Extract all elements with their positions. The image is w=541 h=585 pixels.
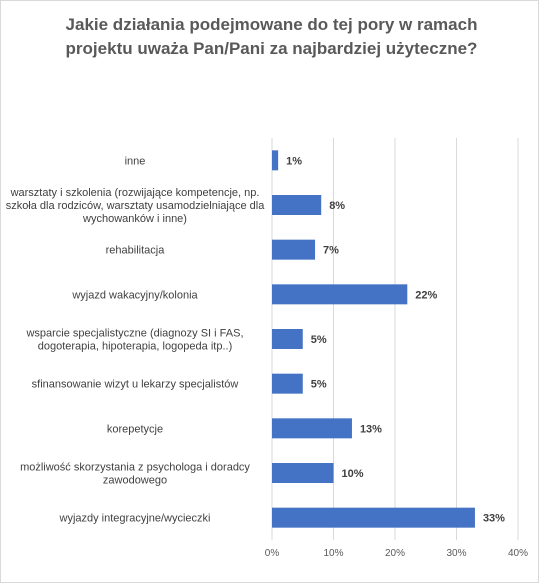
data-label: 5% — [311, 334, 327, 346]
category-label: możliwość skorzystania z psychologa i do… — [20, 462, 250, 487]
x-axis-tick-labels: 0% 10% 20% 30% 40% — [265, 548, 528, 559]
bar — [272, 418, 352, 439]
data-label: 7% — [323, 245, 339, 257]
x-tick-label: 40% — [508, 548, 528, 559]
bar — [272, 463, 334, 483]
category-label: wyjazd wakacyjny/kolonia — [71, 289, 198, 301]
category-label: rehabilitacja — [106, 245, 166, 257]
x-tick-label: 20% — [385, 548, 405, 559]
bar — [272, 195, 322, 215]
bar — [272, 284, 408, 305]
x-tick-label: 0% — [265, 548, 280, 559]
data-label: 13% — [360, 423, 382, 435]
bar — [272, 507, 475, 528]
bar — [272, 150, 279, 171]
category-label: wsparcie specjalistyczne (diagnozy SI i … — [25, 328, 243, 353]
bars — [272, 150, 475, 528]
data-label: 22% — [415, 289, 437, 301]
category-label: inne — [125, 155, 146, 167]
value-labels: 1% 8% 7% 22% 5% 5% 13% 10% 33% — [286, 155, 505, 524]
x-tick-label: 30% — [446, 548, 466, 559]
chart-title: Jakie działania podejmowane do tej pory … — [65, 15, 478, 58]
category-label: korepetycje — [107, 423, 163, 435]
data-label: 10% — [342, 468, 364, 480]
bar — [272, 373, 303, 394]
bar — [272, 329, 303, 349]
category-label: sfinansowanie wizyt u lekarzy specjalist… — [32, 379, 239, 391]
data-label: 33% — [483, 513, 505, 525]
data-label: 5% — [311, 379, 327, 391]
x-tick-label: 10% — [323, 548, 343, 559]
bar — [272, 239, 316, 260]
category-label: wyjazdy integracyjne/wycieczki — [59, 513, 211, 525]
category-labels: inne warsztaty i szkolenia (rozwijające k… — [6, 155, 266, 524]
data-label: 1% — [286, 155, 302, 167]
category-label: warsztaty i szkolenia (rozwijające kompe… — [6, 187, 266, 225]
data-label: 8% — [329, 200, 345, 212]
